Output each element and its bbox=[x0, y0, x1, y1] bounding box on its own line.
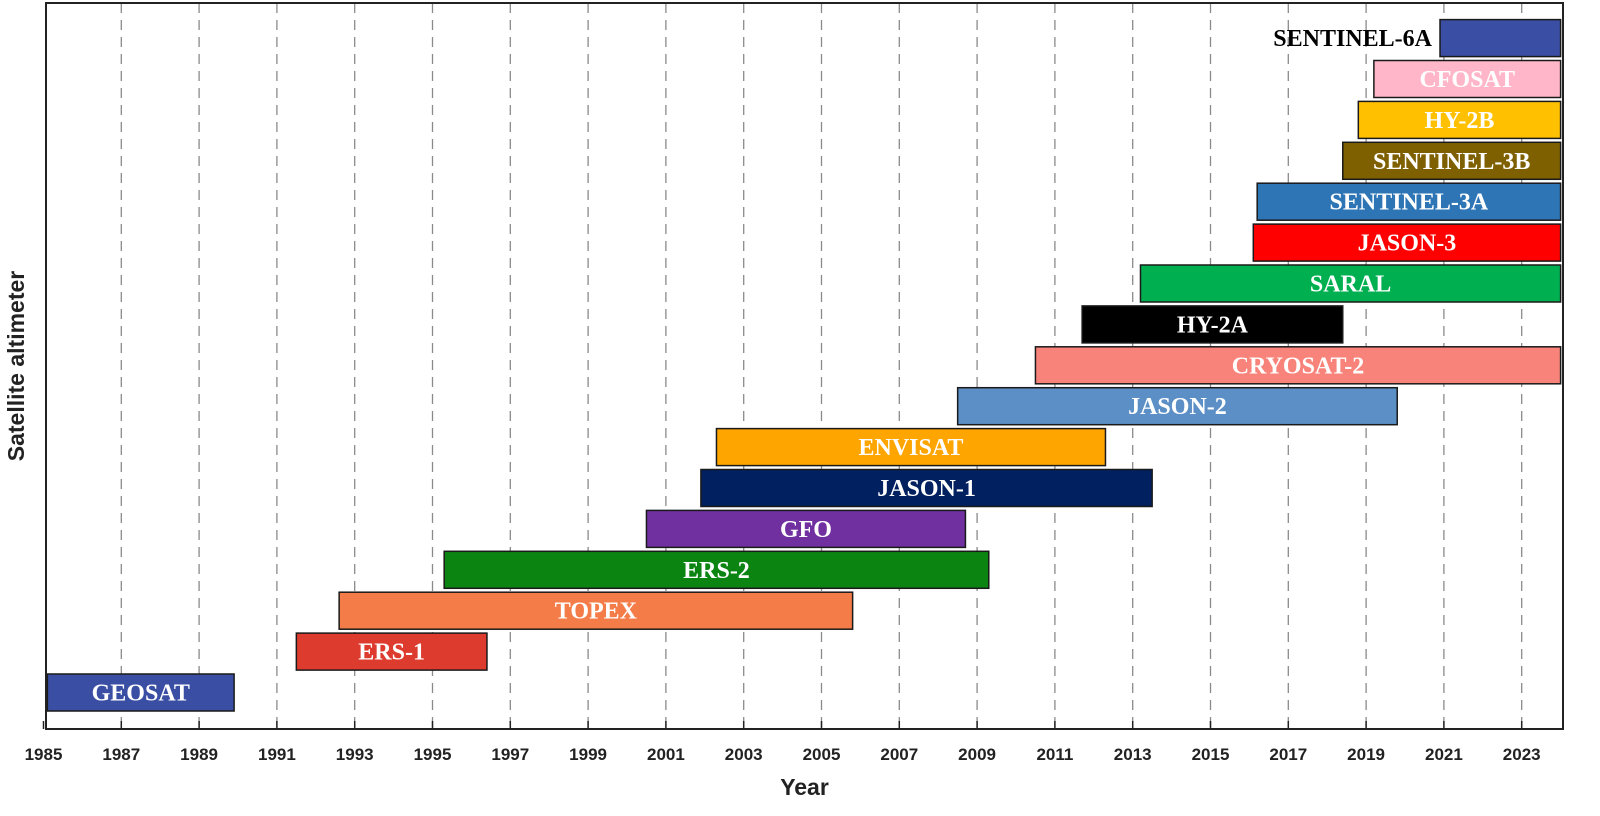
x-tick-label: 1995 bbox=[414, 745, 452, 764]
x-tick-label: 1987 bbox=[102, 745, 140, 764]
x-tick-label: 2013 bbox=[1114, 745, 1152, 764]
x-tick-label: 2005 bbox=[803, 745, 841, 764]
bar-label-geosat: GEOSAT bbox=[92, 681, 190, 707]
x-tick-label: 2019 bbox=[1347, 745, 1385, 764]
bar-jason-1 bbox=[700, 468, 1153, 508]
bar-hy-2a bbox=[1081, 305, 1344, 344]
bar-label-ers-2: ERS-2 bbox=[683, 558, 750, 584]
bar-label-jason-3: JASON-3 bbox=[1358, 231, 1457, 257]
bar-saral bbox=[1139, 264, 1562, 303]
plot-frame bbox=[45, 2, 1564, 730]
bar-sentinel-3b bbox=[1342, 141, 1562, 181]
x-tick-label: 1991 bbox=[258, 745, 296, 764]
x-tick-label: 2015 bbox=[1192, 745, 1230, 764]
bar-hy-2b bbox=[1357, 100, 1562, 140]
x-tick-label: 1985 bbox=[25, 745, 63, 764]
bar-gfo bbox=[645, 509, 967, 549]
bar-cfosat bbox=[1373, 59, 1562, 99]
bar-jason-3 bbox=[1252, 223, 1562, 262]
ticks-layer: 1985 1987 1989 1991 1993 1995 1997 1999 2001 2003… bbox=[25, 721, 1541, 764]
bar-label-hy-2a: HY-2A bbox=[1177, 312, 1249, 338]
x-tick-label: 1993 bbox=[336, 745, 374, 764]
x-tick-label: 1999 bbox=[569, 745, 607, 764]
x-tick-label: 1997 bbox=[491, 745, 529, 764]
bar-envisat bbox=[715, 427, 1107, 467]
bar-sentinel-3a bbox=[1256, 182, 1562, 221]
bar-topex bbox=[338, 591, 854, 630]
bar-label-cfosat: CFOSAT bbox=[1419, 67, 1515, 93]
bar-label-gfo: GFO bbox=[780, 517, 832, 543]
x-axis-label: Year bbox=[780, 774, 829, 800]
bar-label-sentinel-6a: SENTINEL-6A bbox=[1273, 26, 1432, 52]
bar-label-jason-2: JASON-2 bbox=[1128, 394, 1227, 420]
bar-label-cryosat-2: CRYOSAT-2 bbox=[1232, 353, 1365, 379]
x-tick-label: 2017 bbox=[1269, 745, 1307, 764]
x-tick-label: 2021 bbox=[1425, 745, 1463, 764]
bar-label-topex: TOPEX bbox=[555, 599, 638, 625]
x-tick-label: 2023 bbox=[1503, 745, 1541, 764]
x-tick-label: 2011 bbox=[1036, 745, 1073, 764]
bar-label-ers-1: ERS-1 bbox=[358, 640, 425, 666]
x-tick-label: 2009 bbox=[958, 745, 996, 764]
bar-ers-2 bbox=[443, 550, 990, 590]
bar-cryosat-2 bbox=[1034, 346, 1562, 385]
bars-layer: GEOSAT ERS-1 TOPEX ERS-2 GFO JASON-1 ENVISAT JA… bbox=[46, 18, 1562, 712]
y-axis-label: Satellite altimeter bbox=[3, 271, 29, 462]
x-tick-label: 2007 bbox=[880, 745, 918, 764]
bar-sentinel-6a bbox=[1439, 18, 1562, 58]
bar-label-envisat: ENVISAT bbox=[859, 435, 964, 461]
bar-label-jason-1: JASON-1 bbox=[877, 476, 976, 502]
bar-label-saral: SARAL bbox=[1310, 272, 1391, 298]
x-tick-label: 2001 bbox=[647, 745, 685, 764]
bar-label-sentinel-3a: SENTINEL-3A bbox=[1330, 190, 1489, 216]
bar-label-sentinel-3b: SENTINEL-3B bbox=[1373, 149, 1530, 175]
x-tick-label: 1989 bbox=[180, 745, 218, 764]
bar-ers-1 bbox=[295, 632, 488, 671]
bar-geosat bbox=[46, 673, 235, 712]
bar-label-hy-2b: HY-2B bbox=[1425, 108, 1495, 134]
x-tick-label: 2003 bbox=[725, 745, 763, 764]
bar-jason-2 bbox=[956, 386, 1398, 426]
